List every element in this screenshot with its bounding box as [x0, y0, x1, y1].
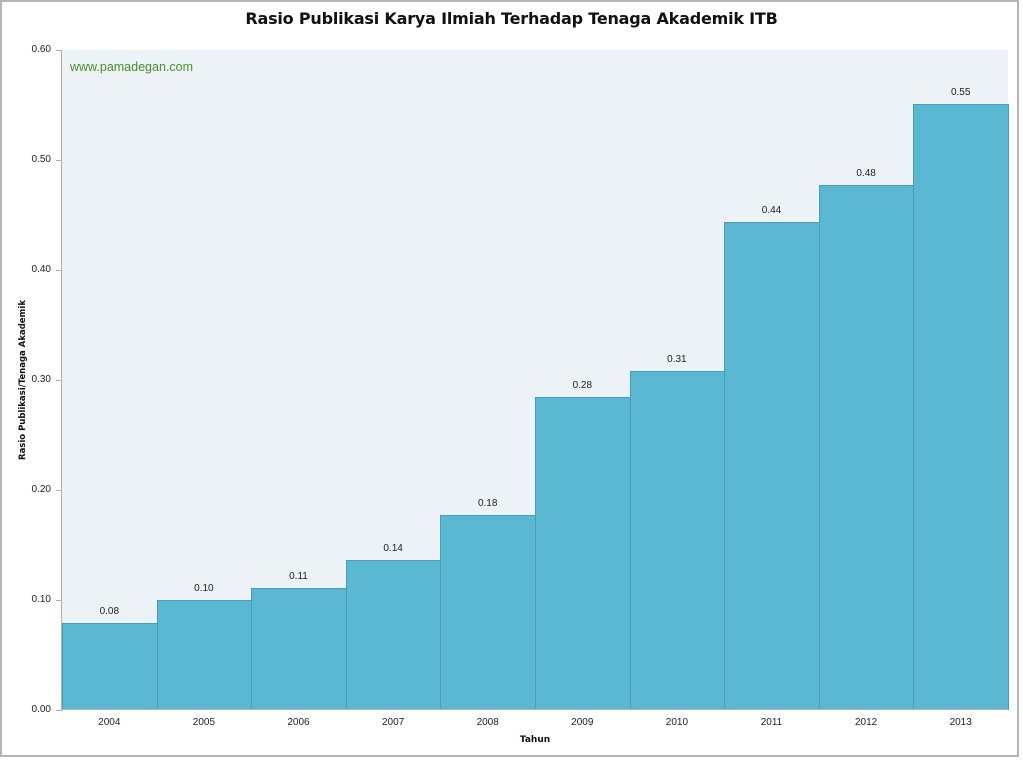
x-tick-label: 2011	[760, 717, 783, 728]
x-tick-label: 2013	[949, 717, 972, 728]
y-tick-mark	[56, 160, 61, 161]
value-label: 0.44	[761, 204, 782, 216]
value-label: 0.10	[194, 583, 214, 594]
value-label: 0.28	[572, 379, 593, 391]
y-tick-mark	[56, 710, 61, 711]
y-tick-mark	[56, 270, 61, 271]
x-tick-label: 2007	[381, 717, 405, 728]
bar-2008	[440, 515, 536, 710]
x-axis-line	[61, 709, 1008, 710]
x-tick-label: 2009	[571, 717, 594, 728]
bar-2012	[818, 185, 915, 710]
chart-title: Rasio Publikasi Karya Ilmiah Terhadap Te…	[245, 9, 778, 28]
bar-2009	[535, 396, 631, 710]
bar-2010	[629, 371, 726, 710]
x-tick-label: 2010	[665, 717, 689, 728]
y-tick-label: 0.20	[31, 484, 51, 495]
value-label: 0.31	[667, 354, 687, 366]
bar-2013	[913, 103, 1009, 710]
x-tick-label: 2004	[98, 717, 121, 728]
y-tick-label: 0.40	[31, 264, 51, 275]
x-tick-label: 2012	[854, 717, 878, 728]
bar-2005	[156, 600, 253, 710]
value-label: 0.55	[950, 86, 971, 98]
value-label: 0.18	[477, 498, 498, 510]
x-tick-label: 2006	[287, 717, 310, 728]
y-tick-mark	[56, 600, 61, 601]
y-tick-mark	[56, 490, 61, 491]
y-tick-label: 0.30	[31, 374, 51, 385]
x-tick-label: 2005	[192, 717, 216, 728]
bar-2004	[62, 623, 158, 710]
value-label: 0.14	[383, 543, 403, 555]
bar-2006	[251, 587, 347, 710]
y-tick-label: 0.00	[31, 704, 51, 715]
x-axis-title: Tahun	[519, 735, 551, 745]
y-tick-label: 0.10	[31, 594, 51, 605]
bar-2007	[345, 560, 442, 710]
y-axis-title: Rasio Publikasi/Tenaga Akademik	[18, 300, 28, 460]
y-tick-mark	[56, 50, 61, 51]
y-tick-mark	[56, 380, 61, 381]
y-tick-label: 0.50	[31, 154, 51, 165]
value-label: 0.48	[856, 168, 876, 180]
y-tick-label: 0.60	[31, 44, 51, 55]
x-tick-label: 2008	[476, 717, 499, 728]
value-label: 0.08	[99, 606, 120, 618]
bar-2011	[724, 221, 820, 710]
value-label: 0.11	[289, 570, 308, 582]
y-axis-line	[61, 50, 62, 711]
watermark: www.pamadegan.com	[70, 60, 193, 74]
